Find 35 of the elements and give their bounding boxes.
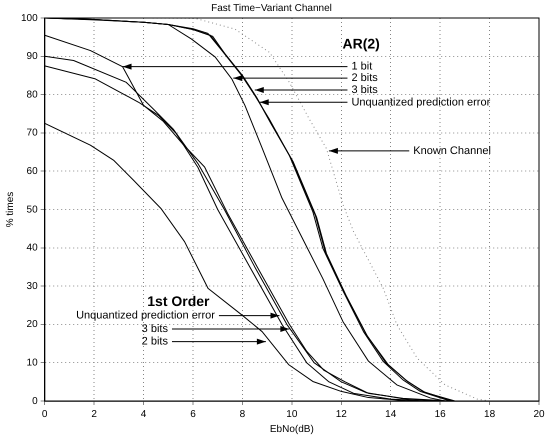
- annotation: Known Channel: [413, 144, 491, 157]
- x-tick-label: 0: [42, 408, 48, 420]
- y-tick-label: 60: [26, 166, 38, 177]
- y-tick-label: 30: [26, 280, 38, 292]
- y-tick-label: 10: [26, 357, 38, 368]
- x-tick-label: 12: [336, 408, 348, 420]
- annotation: AR(2): [342, 36, 380, 52]
- x-tick-label: 10: [286, 408, 298, 420]
- annotation: 1 bit: [351, 60, 372, 73]
- annotation: 1st Order: [147, 293, 210, 310]
- annotation: Unquantized prediction error: [76, 310, 216, 322]
- annotation: 3 bits: [351, 84, 378, 96]
- x-tick-label: 4: [140, 408, 147, 420]
- annotation: Unquantized prediction error: [351, 96, 491, 108]
- x-tick-label: 6: [190, 408, 196, 420]
- chart-title: Fast Time−Variant Channel: [211, 2, 332, 14]
- annotation: 2 bits: [351, 72, 378, 84]
- x-tick-label: 20: [533, 408, 545, 420]
- y-tick-label: 50: [26, 204, 38, 216]
- y-axis-title: % times: [4, 192, 16, 228]
- annotation: 2 bits: [142, 336, 168, 348]
- x-tick-label: 18: [484, 408, 496, 420]
- y-tick-label: 80: [26, 89, 38, 100]
- x-tick-label: 16: [434, 408, 446, 420]
- y-tick-label: 0: [32, 396, 38, 407]
- x-tick-label: 14: [385, 408, 397, 420]
- y-tick-label: 90: [26, 51, 38, 62]
- y-tick-label: 70: [26, 128, 38, 139]
- x-axis-title: EbNo(dB): [270, 424, 314, 435]
- y-tick-label: 20: [26, 319, 38, 330]
- y-tick-label: 100: [20, 12, 38, 24]
- annotation: 3 bits: [142, 323, 168, 336]
- y-tick-label: 40: [26, 242, 38, 254]
- x-tick-label: 2: [91, 408, 98, 420]
- x-tick-label: 8: [240, 408, 246, 420]
